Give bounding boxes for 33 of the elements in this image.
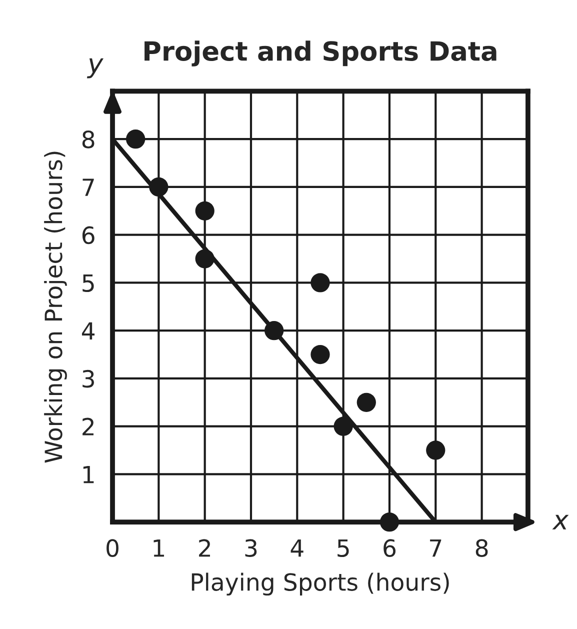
x-tick-label: 1 — [154, 539, 164, 557]
y-axis-title: Working on Project (hours) — [44, 152, 67, 463]
point — [310, 344, 330, 364]
point — [149, 177, 168, 197]
x-tick-label: 3 — [245, 539, 257, 558]
point — [195, 249, 214, 268]
y-tick-label: 4 — [82, 322, 95, 340]
x-tick-label: 5 — [338, 539, 349, 558]
point — [195, 201, 214, 220]
point — [356, 392, 376, 412]
point — [126, 130, 146, 149]
y-tick-label: 6 — [82, 226, 94, 244]
y-tick-label: 5 — [82, 274, 94, 292]
x-tick-label: 0 — [106, 539, 118, 558]
text: x — [552, 514, 569, 530]
y-tick-label: 1 — [83, 466, 94, 484]
point — [334, 416, 353, 436]
x-axis-title: Playing Sports (hours) — [192, 572, 449, 596]
chart-title: Project and Sports Data — [144, 40, 496, 66]
point — [426, 440, 446, 460]
x-tick-label: 2 — [199, 539, 210, 557]
point — [310, 273, 330, 292]
x-tick-label: 7 — [430, 539, 442, 557]
y-tick-label: 8 — [82, 130, 94, 148]
point — [264, 321, 284, 340]
y-tick-label: 2 — [82, 418, 94, 436]
y-tick-label: 3 — [82, 370, 94, 388]
y-tick-label: 7 — [82, 178, 94, 196]
x-tick-label: 4 — [290, 539, 304, 557]
text: y — [86, 58, 104, 78]
point — [380, 512, 400, 532]
x-tick-label: 6 — [384, 539, 396, 558]
x-tick-label: 8 — [476, 539, 488, 558]
